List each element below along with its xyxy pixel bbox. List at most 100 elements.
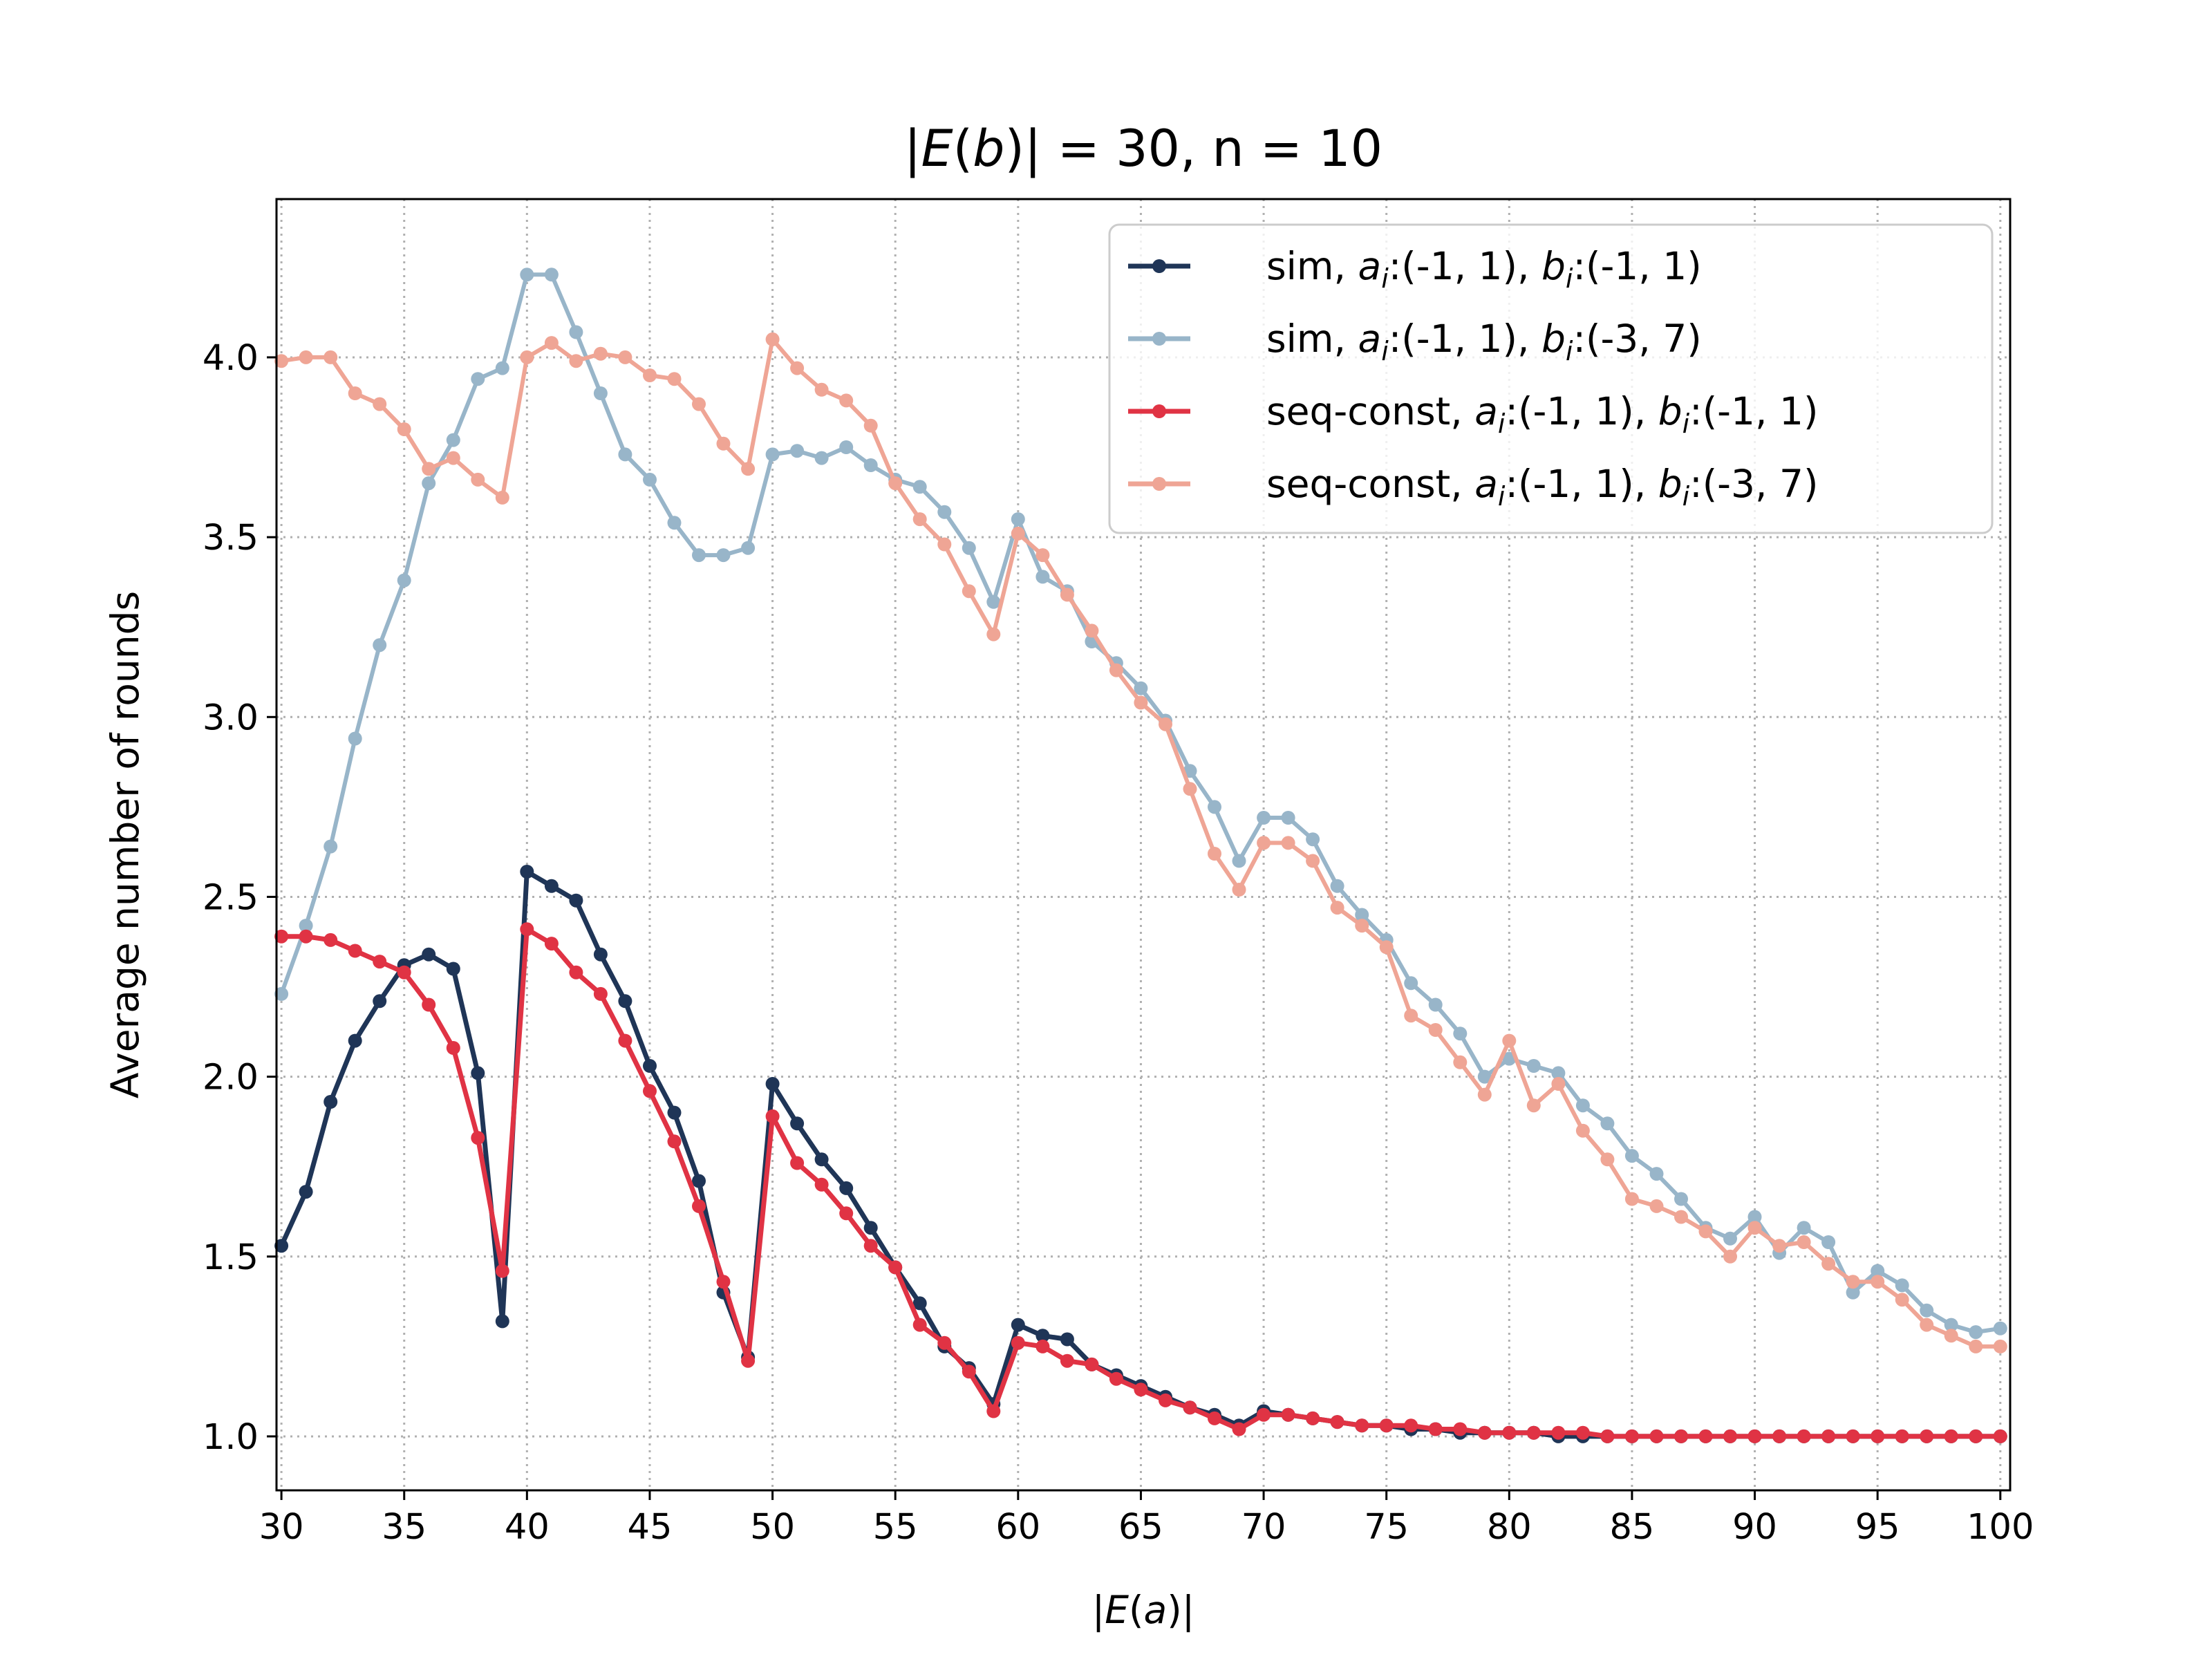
legend-label: seq-const, ai:(-1, 1), bi:(-1, 1) xyxy=(1266,389,1818,439)
data-point xyxy=(1624,1149,1639,1163)
data-point xyxy=(520,350,534,364)
data-point xyxy=(1551,1066,1566,1080)
data-point xyxy=(1011,512,1025,527)
data-point xyxy=(373,955,387,969)
data-point xyxy=(1575,1123,1590,1138)
data-point xyxy=(1159,717,1172,731)
data-point xyxy=(1477,1425,1492,1440)
data-point xyxy=(863,458,878,472)
x-tick-label: 70 xyxy=(1241,1507,1286,1548)
data-point xyxy=(741,1353,756,1368)
data-point xyxy=(618,1033,632,1048)
x-tick-label: 50 xyxy=(750,1507,795,1548)
data-point xyxy=(348,1033,362,1048)
data-point xyxy=(495,361,509,375)
data-point xyxy=(863,418,878,433)
legend-label: sim, ai:(-1, 1), bi:(-3, 7) xyxy=(1266,317,1702,366)
data-point xyxy=(692,1199,706,1213)
legend-entry: seq-const, ai:(-1, 1), bi:(-1, 1) xyxy=(1128,389,1818,439)
data-point xyxy=(324,932,338,947)
data-point xyxy=(1428,997,1443,1012)
data-point xyxy=(643,472,657,487)
data-point xyxy=(741,462,756,476)
data-point xyxy=(569,354,583,368)
data-point xyxy=(1306,1411,1320,1425)
data-point xyxy=(274,929,289,944)
data-point xyxy=(1649,1199,1664,1213)
x-tick-label: 30 xyxy=(259,1507,304,1548)
data-point xyxy=(569,325,583,339)
data-point xyxy=(814,382,829,397)
x-tick-label: 65 xyxy=(1118,1507,1163,1548)
data-point xyxy=(986,1404,1001,1418)
data-point xyxy=(1404,976,1418,991)
data-point xyxy=(1772,1239,1787,1253)
data-point xyxy=(1698,1224,1713,1239)
data-point xyxy=(790,1156,805,1170)
data-point xyxy=(863,1221,878,1235)
data-point xyxy=(839,393,854,408)
data-point xyxy=(765,1109,780,1123)
data-point xyxy=(1600,1116,1615,1131)
data-point xyxy=(446,1041,460,1055)
data-point xyxy=(1159,1393,1172,1407)
data-point xyxy=(1723,1249,1737,1264)
data-point xyxy=(569,965,583,980)
data-point xyxy=(1846,1275,1860,1289)
data-point xyxy=(1330,901,1344,915)
data-point xyxy=(373,397,387,411)
data-point xyxy=(986,594,1001,609)
data-point xyxy=(1551,1077,1566,1091)
data-point xyxy=(397,573,411,588)
legend-marker xyxy=(1152,259,1166,273)
legend-marker xyxy=(1152,477,1166,491)
data-point xyxy=(1624,1429,1639,1443)
x-tick-label: 95 xyxy=(1855,1507,1900,1548)
data-point xyxy=(1281,836,1295,850)
x-axis-ticks: 30 35 40 45 50 55 60 65 70 75 80 85 90 95 100 xyxy=(259,1490,2034,1548)
data-point xyxy=(471,1131,485,1145)
data-point xyxy=(937,1335,952,1350)
data-point xyxy=(1085,624,1099,638)
data-point xyxy=(1895,1429,1909,1443)
data-point xyxy=(520,922,534,937)
data-point xyxy=(1747,1221,1762,1235)
data-point xyxy=(299,919,313,933)
data-point xyxy=(1183,782,1197,796)
data-point xyxy=(446,962,460,976)
data-point xyxy=(324,1095,338,1109)
data-point xyxy=(593,346,608,361)
data-point xyxy=(1526,1098,1541,1113)
data-point xyxy=(1453,1422,1468,1436)
data-point xyxy=(912,1318,927,1332)
data-point xyxy=(839,1181,854,1195)
y-tick-label: 3.5 xyxy=(203,518,259,559)
data-point xyxy=(1109,663,1123,677)
data-point xyxy=(790,444,805,458)
data-point xyxy=(618,994,632,1009)
data-point xyxy=(1281,811,1295,825)
data-point xyxy=(716,548,731,563)
data-point xyxy=(1723,1231,1737,1246)
legend-entry: sim, ai:(-1, 1), bi:(-3, 7) xyxy=(1128,317,1702,366)
legend-label: seq-const, ai:(-1, 1), bi:(-3, 7) xyxy=(1266,462,1818,512)
data-point xyxy=(1208,847,1221,861)
data-point xyxy=(1944,1329,1958,1343)
data-point xyxy=(544,336,559,350)
data-point xyxy=(1821,1429,1836,1443)
data-point xyxy=(1846,1285,1860,1300)
data-point xyxy=(1993,1339,2007,1353)
data-point xyxy=(1011,1335,1025,1350)
data-point xyxy=(814,1177,829,1192)
legend-entry: seq-const, ai:(-1, 1), bi:(-3, 7) xyxy=(1128,462,1818,512)
data-point xyxy=(1747,1210,1762,1224)
data-point xyxy=(937,537,952,552)
data-point xyxy=(324,839,338,854)
data-point xyxy=(839,440,854,454)
data-point xyxy=(1232,854,1246,868)
plot-frame xyxy=(275,198,2012,1492)
y-tick-label: 4.0 xyxy=(203,338,259,379)
data-point xyxy=(1257,1407,1271,1422)
data-point xyxy=(716,1275,731,1289)
data-point xyxy=(986,627,1001,641)
